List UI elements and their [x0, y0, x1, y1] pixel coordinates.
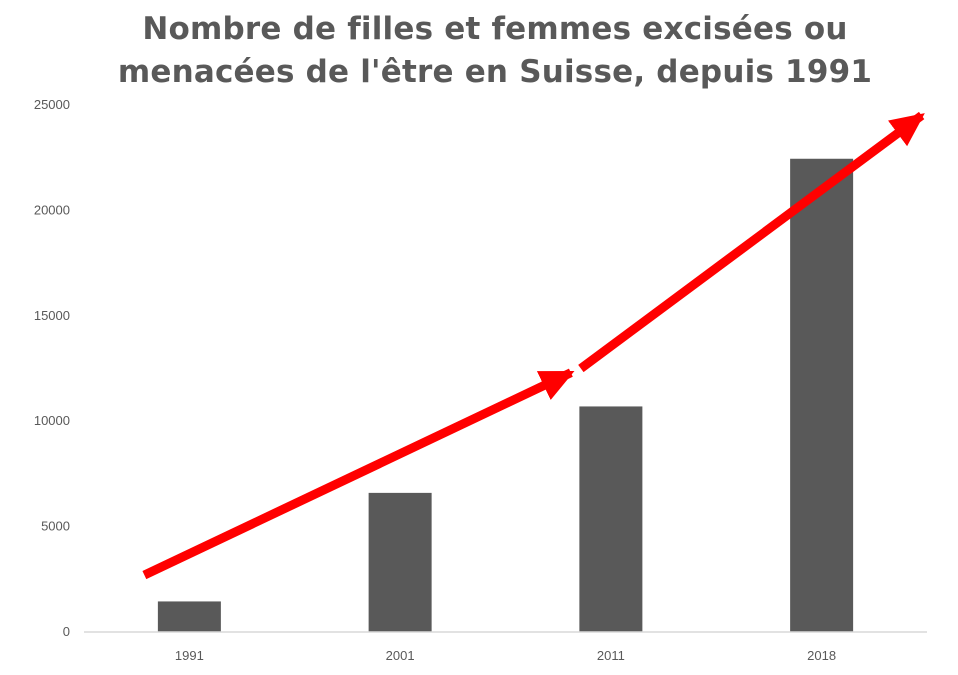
- chart-title: Nombre de filles et femmes excisées ou m…: [117, 11, 873, 90]
- x-axis-ticks: 1991 2001 2011 2018: [175, 648, 836, 663]
- bars: [157, 158, 854, 632]
- y-tick-label: 5000: [41, 519, 70, 534]
- x-tick-label: 2001: [386, 648, 415, 663]
- trend-arrow: [578, 111, 925, 373]
- y-axis-ticks: 0 5000 10000 15000 20000 25000: [34, 97, 70, 639]
- trend-arrows: [142, 111, 925, 580]
- trend-arrow: [142, 368, 575, 580]
- bar-2001: [368, 492, 432, 632]
- y-tick-label: 10000: [34, 413, 70, 428]
- y-tick-label: 0: [63, 624, 70, 639]
- bar-2011: [579, 406, 643, 632]
- y-tick-label: 25000: [34, 97, 70, 112]
- x-tick-label: 2018: [807, 648, 836, 663]
- bar-2018: [790, 158, 854, 632]
- y-tick-label: 20000: [34, 202, 70, 217]
- x-tick-label: 1991: [175, 648, 204, 663]
- bar-1991: [157, 601, 221, 632]
- x-tick-label: 2011: [597, 648, 625, 663]
- y-tick-label: 15000: [34, 308, 70, 323]
